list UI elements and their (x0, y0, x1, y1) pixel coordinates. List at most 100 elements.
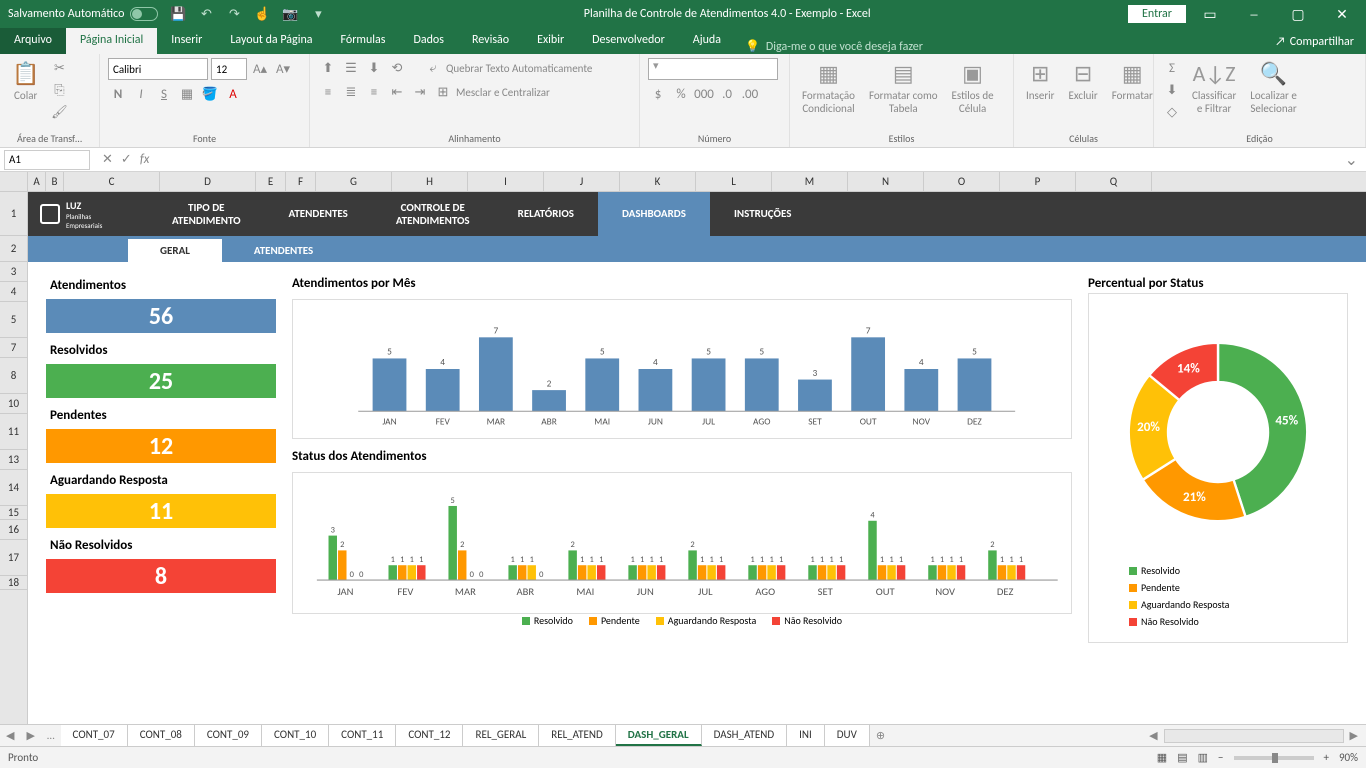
sheet-tab[interactable]: CONT_10 (262, 725, 329, 746)
row-header[interactable]: 13 (0, 450, 27, 470)
camera-icon[interactable]: 📷 (282, 6, 298, 22)
share-button[interactable]: ↗ Compartilhar (1263, 30, 1366, 54)
col-header[interactable]: J (544, 172, 620, 191)
tab-data[interactable]: Dados (399, 28, 457, 54)
dash-nav-item[interactable]: ATENDENTES (265, 192, 372, 236)
tab-scroll-left-icon[interactable]: ◀ (0, 729, 20, 742)
formula-input[interactable] (157, 150, 1336, 170)
format-table-button[interactable]: ▤Formatar como Tabela (865, 58, 942, 117)
align-middle-icon[interactable]: ☰ (341, 58, 361, 78)
sub-tab[interactable]: GERAL (128, 239, 222, 262)
align-left-icon[interactable]: ≡ (318, 82, 338, 102)
underline-button[interactable]: S (154, 84, 174, 104)
sub-tab[interactable]: ATENDENTES (222, 239, 345, 262)
percent-icon[interactable]: % (671, 84, 691, 104)
sheet-tab[interactable]: CONT_07 (61, 725, 128, 746)
tab-developer[interactable]: Desenvolvedor (578, 28, 679, 54)
tab-review[interactable]: Revisão (458, 28, 523, 54)
view-normal-icon[interactable]: ▦ (1157, 751, 1167, 764)
tab-scroll-right-icon[interactable]: ▶ (20, 729, 40, 742)
sheet-tab[interactable]: REL_ATEND (539, 725, 616, 746)
zoom-slider[interactable] (1234, 756, 1314, 760)
delete-cells-button[interactable]: ⊟Excluir (1065, 58, 1102, 104)
row-header[interactable]: 14 (0, 470, 27, 506)
tab-file[interactable]: Arquivo (0, 28, 66, 54)
col-header[interactable]: E (256, 172, 286, 191)
merge-button[interactable]: Mesclar e Centralizar (456, 86, 550, 99)
increase-font-icon[interactable]: A▴ (250, 59, 270, 79)
col-header[interactable]: Q (1076, 172, 1152, 191)
ribbon-options-icon[interactable]: ▭ (1190, 0, 1230, 28)
font-color-icon[interactable]: A (223, 84, 243, 104)
signin-button[interactable]: Entrar (1128, 5, 1186, 23)
insert-cells-button[interactable]: ⊞Inserir (1022, 58, 1059, 104)
col-header[interactable]: C (64, 172, 160, 191)
format-painter-icon[interactable]: 🖌 (49, 102, 69, 122)
align-top-icon[interactable]: ⬆ (318, 58, 338, 78)
minimize-button[interactable]: ─ (1234, 0, 1274, 28)
col-header[interactable]: N (848, 172, 924, 191)
row-header[interactable]: 15 (0, 506, 27, 520)
font-name-select[interactable] (108, 58, 208, 80)
fx-icon[interactable]: fx (140, 152, 150, 167)
sheet-tab[interactable]: CONT_09 (195, 725, 262, 746)
align-center-icon[interactable]: ≣ (341, 82, 361, 102)
sheet-tab[interactable]: DUV (825, 725, 870, 746)
decrease-font-icon[interactable]: A▾ (273, 59, 293, 79)
fill-icon[interactable]: ⬇ (1162, 80, 1182, 100)
conditional-format-button[interactable]: ▦Formatação Condicional (798, 58, 859, 117)
undo-icon[interactable]: ↶ (198, 6, 214, 22)
tab-insert[interactable]: Inserir (157, 28, 216, 54)
increase-decimal-icon[interactable]: .0 (717, 84, 737, 104)
qat-dropdown-icon[interactable]: ▾ (310, 6, 326, 22)
align-bottom-icon[interactable]: ⬇ (364, 58, 384, 78)
view-pagebreak-icon[interactable]: ▥ (1198, 751, 1208, 764)
row-header[interactable]: 16 (0, 520, 27, 540)
row-header[interactable]: 17 (0, 540, 27, 576)
zoom-level[interactable]: 90% (1339, 751, 1358, 764)
enter-icon[interactable]: ✓ (121, 152, 132, 167)
font-size-select[interactable] (211, 58, 247, 80)
close-button[interactable]: ✕ (1322, 0, 1362, 28)
col-header[interactable]: A (28, 172, 46, 191)
horizontal-scrollbar[interactable] (1164, 729, 1344, 743)
tab-more-icon[interactable]: … (41, 729, 61, 742)
redo-icon[interactable]: ↷ (226, 6, 242, 22)
dash-nav-item[interactable]: RELATÓRIOS (494, 192, 598, 236)
autosum-icon[interactable]: Σ (1162, 58, 1182, 78)
dash-nav-item[interactable]: DASHBOARDS (598, 192, 710, 236)
row-header[interactable]: 8 (0, 358, 27, 394)
touch-icon[interactable]: ☝ (254, 6, 270, 22)
zoom-in-icon[interactable]: + (1324, 751, 1329, 764)
cancel-icon[interactable]: ✕ (102, 152, 113, 167)
maximize-button[interactable]: ▢ (1278, 0, 1318, 28)
hscroll-left-icon[interactable]: ◀ (1149, 729, 1163, 743)
paste-button[interactable]: 📋 Colar (8, 58, 43, 104)
sheet-tab[interactable]: DASH_GERAL (616, 725, 702, 746)
increase-indent-icon[interactable]: ⇥ (410, 82, 430, 102)
col-header[interactable]: H (392, 172, 468, 191)
sheet-tab[interactable]: INI (787, 725, 825, 746)
view-layout-icon[interactable]: ▤ (1177, 751, 1187, 764)
italic-button[interactable]: I (131, 84, 151, 104)
save-icon[interactable]: 💾 (170, 6, 186, 22)
copy-icon[interactable]: ⎘ (49, 80, 69, 100)
hscroll-right-icon[interactable]: ▶ (1344, 729, 1358, 743)
comma-icon[interactable]: 000 (694, 84, 714, 104)
decrease-indent-icon[interactable]: ⇤ (387, 82, 407, 102)
tab-home[interactable]: Página Inicial (66, 28, 157, 54)
col-header[interactable]: P (1000, 172, 1076, 191)
decrease-decimal-icon[interactable]: .00 (740, 84, 760, 104)
tellme-search[interactable]: 💡 Diga-me o que você deseja fazer (735, 39, 933, 54)
sort-filter-button[interactable]: A↓ZClassificar e Filtrar (1188, 58, 1240, 117)
row-header[interactable]: 5 (0, 302, 27, 338)
dash-nav-item[interactable]: CONTROLE DE ATENDIMENTOS (372, 192, 494, 236)
row-header[interactable]: 4 (0, 282, 27, 302)
sheet-tab[interactable]: DASH_ATEND (702, 725, 787, 746)
sheet-tab[interactable]: CONT_11 (329, 725, 396, 746)
col-header[interactable]: O (924, 172, 1000, 191)
new-sheet-icon[interactable]: ⊕ (870, 729, 891, 742)
align-right-icon[interactable]: ≡ (364, 82, 384, 102)
col-header[interactable]: G (316, 172, 392, 191)
row-header[interactable]: 11 (0, 414, 27, 450)
